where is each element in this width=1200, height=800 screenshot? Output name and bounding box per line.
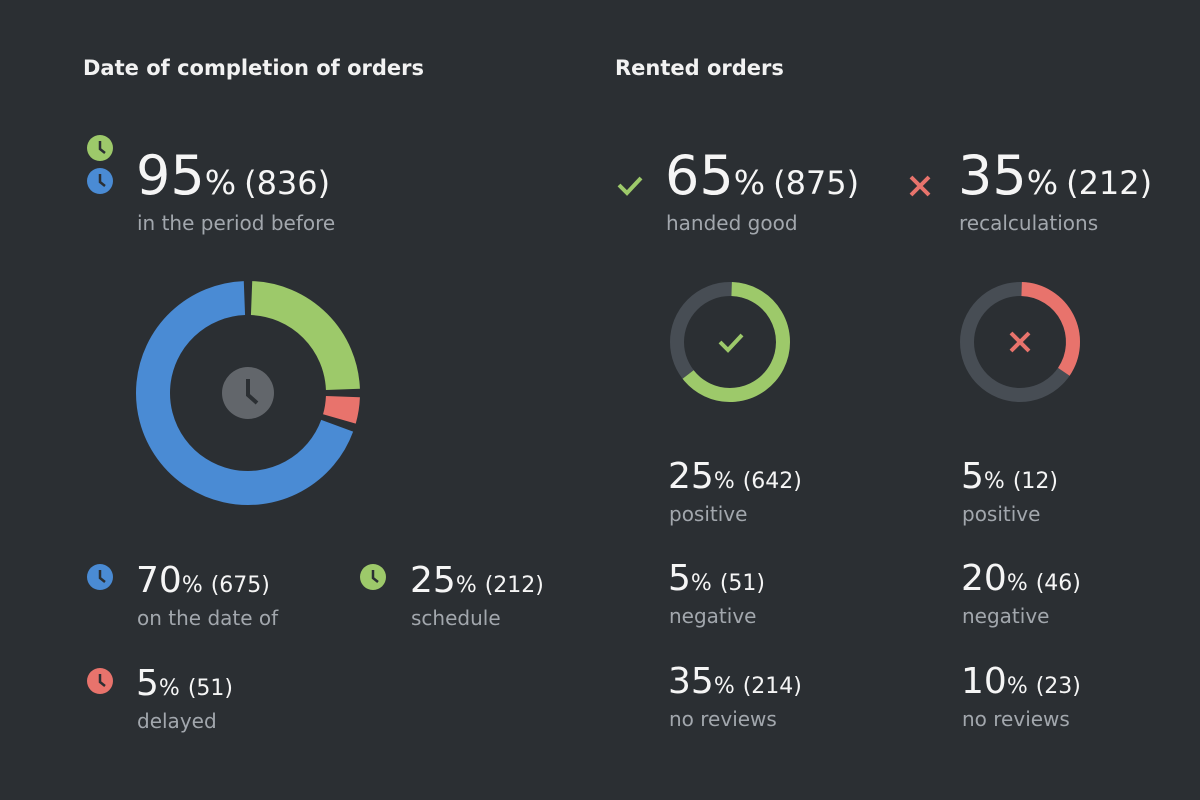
- stat-count: (51): [188, 676, 233, 701]
- clock-icon: [87, 135, 113, 161]
- stat-label: no reviews: [962, 707, 1070, 731]
- stat-value: 65% (875): [665, 144, 859, 207]
- stat-label: on the date of: [137, 606, 279, 630]
- stat-label: negative: [962, 604, 1049, 628]
- stat-count: (23): [1036, 674, 1081, 699]
- clock-icon: [87, 168, 113, 194]
- stat-count: (212): [485, 573, 544, 598]
- stat-label: handed good: [666, 211, 798, 235]
- donut-segment: [1021, 282, 1080, 376]
- percent-sign: %: [205, 163, 236, 202]
- check-icon: [617, 176, 643, 196]
- donut-segment: [136, 281, 354, 505]
- stat-number: 5: [136, 663, 159, 704]
- stat-label: positive: [669, 502, 747, 526]
- stat-number: 5: [961, 456, 984, 497]
- stat-label: no reviews: [669, 707, 777, 731]
- percent-sign: %: [159, 676, 180, 701]
- clock-icon: [360, 564, 386, 590]
- stat-label: recalculations: [959, 211, 1098, 235]
- stat-label: negative: [669, 604, 756, 628]
- stat-number: 35: [958, 144, 1027, 207]
- stat-number: 25: [668, 456, 714, 497]
- stat-number: 65: [665, 144, 734, 207]
- percent-sign: %: [984, 469, 1005, 494]
- stat-number: 35: [668, 661, 714, 702]
- cross-icon: [909, 175, 931, 197]
- stat-count: (875): [773, 164, 859, 202]
- stat-value: 95% (836): [136, 144, 330, 207]
- stat-count: (51): [720, 571, 765, 596]
- stat-count: (212): [1066, 164, 1152, 202]
- stat-label: positive: [962, 502, 1040, 526]
- percent-sign: %: [1027, 163, 1058, 202]
- percent-sign: %: [714, 674, 735, 699]
- clock-icon: [222, 367, 274, 419]
- stat-number: 20: [961, 558, 1007, 599]
- clock-icon: [87, 668, 113, 694]
- stat-count: (642): [743, 469, 802, 494]
- stat-value: 5% (51): [136, 663, 233, 704]
- donut-segment: [322, 395, 360, 424]
- percent-sign: %: [714, 469, 735, 494]
- stat-number: 95: [136, 144, 205, 207]
- stat-value: 10% (23): [961, 661, 1081, 702]
- stat-count: (675): [211, 573, 270, 598]
- percent-sign: %: [1007, 674, 1028, 699]
- stat-label: in the period before: [137, 211, 335, 235]
- percent-sign: %: [734, 163, 765, 202]
- cross-icon: [1009, 331, 1031, 353]
- percent-sign: %: [182, 573, 203, 598]
- stat-value: 5% (12): [961, 456, 1058, 497]
- stat-value: 20% (46): [961, 558, 1081, 599]
- stat-value: 70% (675): [136, 560, 270, 601]
- stat-label: schedule: [411, 606, 501, 630]
- stat-value: 5% (51): [668, 558, 765, 599]
- stat-number: 5: [668, 558, 691, 599]
- stat-value: 25% (212): [410, 560, 544, 601]
- section-title: Rented orders: [615, 56, 784, 80]
- percent-sign: %: [1007, 571, 1028, 596]
- stat-number: 70: [136, 560, 182, 601]
- stat-count: (12): [1013, 469, 1058, 494]
- stat-label: delayed: [137, 709, 217, 733]
- percent-sign: %: [456, 573, 477, 598]
- percent-sign: %: [691, 571, 712, 596]
- stat-count: (214): [743, 674, 802, 699]
- stat-count: (836): [244, 164, 330, 202]
- stat-value: 35% (212): [958, 144, 1152, 207]
- stat-value: 25% (642): [668, 456, 802, 497]
- donut-segment: [250, 281, 360, 391]
- stat-number: 25: [410, 560, 456, 601]
- donut-segment: [682, 282, 790, 402]
- check-icon: [718, 333, 744, 353]
- stat-value: 35% (214): [668, 661, 802, 702]
- clock-icon: [87, 564, 113, 590]
- section-title: Date of completion of orders: [83, 56, 424, 80]
- stat-number: 10: [961, 661, 1007, 702]
- stat-count: (46): [1036, 571, 1081, 596]
